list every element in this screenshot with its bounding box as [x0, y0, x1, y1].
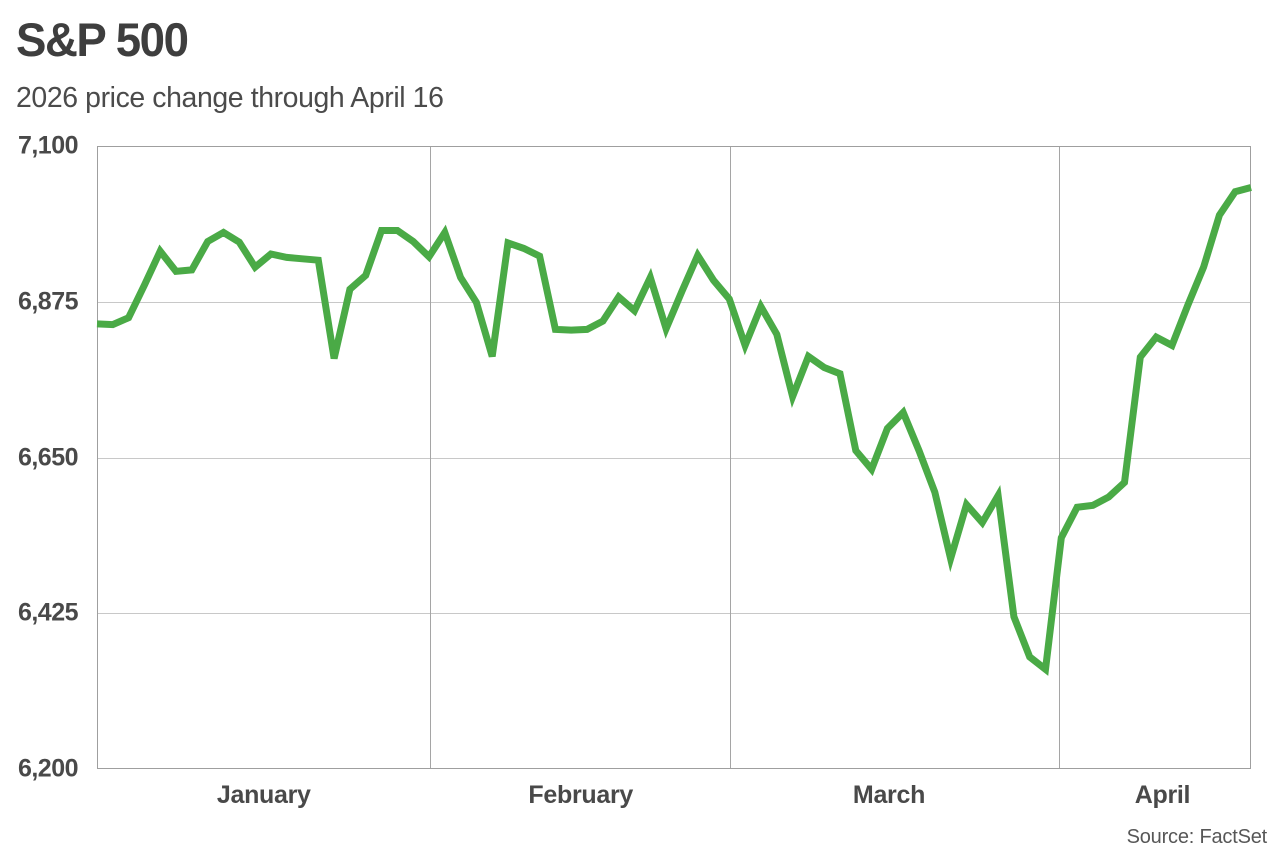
month-label-march: March: [852, 781, 926, 809]
plot-border: [97, 146, 1251, 769]
price-line: [96, 184, 1252, 676]
chart-title: S&P 500: [16, 13, 189, 66]
y-tick-label: 6,875: [17, 287, 79, 316]
y-tick-label: 7,100: [17, 131, 79, 160]
chart-subtitle: 2026 price change through April 16: [16, 82, 444, 114]
month-label-april: April: [1134, 781, 1191, 809]
y-tick-label: 6,425: [17, 598, 79, 627]
month-label-february: February: [528, 781, 634, 809]
price-line-chart: [96, 146, 1252, 769]
y-tick-label: 6,650: [17, 443, 79, 471]
month-label-january: January: [216, 781, 311, 809]
source-credit: Source: FactSet: [1126, 826, 1268, 848]
y-tick-label: 6,200: [17, 754, 79, 783]
